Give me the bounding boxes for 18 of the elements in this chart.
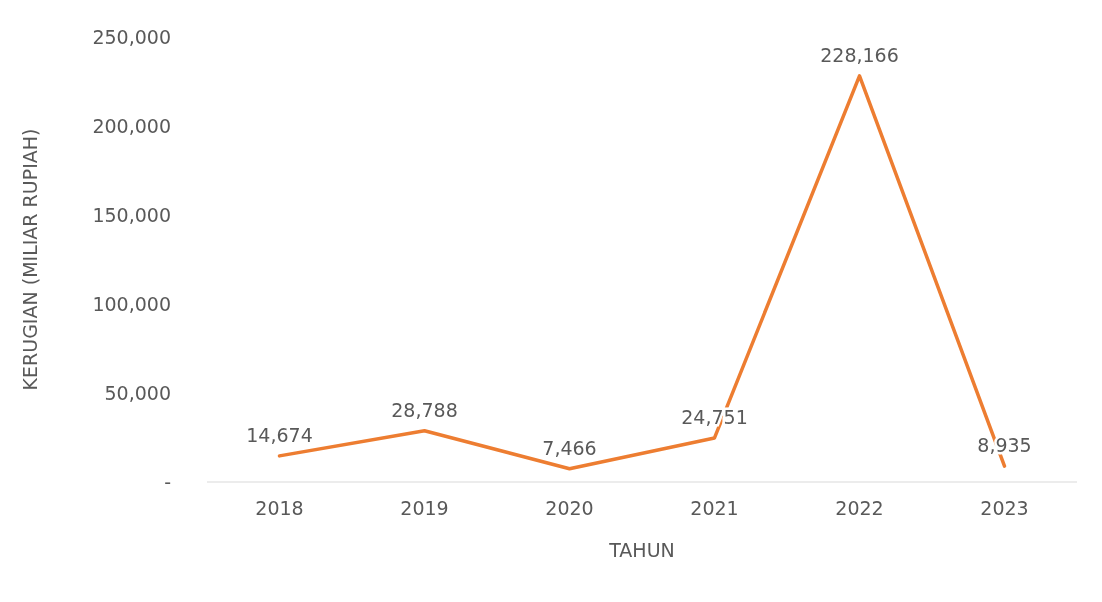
y-tick-label: 100,000 [92,292,171,315]
data-label: 7,466 [542,436,597,459]
x-tick-label: 2019 [400,497,449,520]
data-label: 14,674 [246,423,313,446]
x-tick-label: 2021 [690,497,739,520]
y-tick-label: 50,000 [104,381,171,404]
data-label: 228,166 [820,43,899,66]
x-tick-label: 2020 [545,497,594,520]
y-tick-label: 200,000 [92,114,171,137]
y-axis-title: KERUGIAN (MILIAR RUPIAH) [18,128,41,391]
x-tick-label: 2022 [835,497,884,520]
x-tick-label: 2023 [980,497,1029,520]
y-tick-label: - [164,470,171,493]
y-tick-label: 150,000 [92,203,171,226]
data-label: 28,788 [391,398,458,421]
y-tick-label: 250,000 [92,25,171,48]
x-axis-title: TAHUN [608,539,675,562]
x-tick-label: 2018 [255,497,304,520]
